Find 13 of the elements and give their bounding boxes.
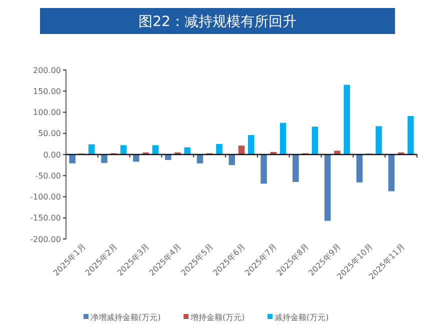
y-tick-label: -200.00 <box>30 234 61 244</box>
y-tick-label: 100.00 <box>33 108 61 118</box>
y-tick-label: -50.00 <box>35 171 61 180</box>
y-tick-label: -150.00 <box>30 214 61 223</box>
y-tick-label: 0.00 <box>43 150 61 160</box>
legend-label: 增持金额(万元) <box>190 313 245 322</box>
y-tick-label: 200.00 <box>33 66 61 75</box>
chart-title: 图22：减持规模有所回升 <box>138 14 296 30</box>
legend-label: 净增减持金额(万元) <box>90 313 161 322</box>
legend-label: 减持金额(万元) <box>274 313 329 322</box>
y-tick-label: 150.00 <box>33 86 61 96</box>
y-tick-label: 50.00 <box>38 129 61 138</box>
y-tick-label: -100.00 <box>30 192 61 202</box>
